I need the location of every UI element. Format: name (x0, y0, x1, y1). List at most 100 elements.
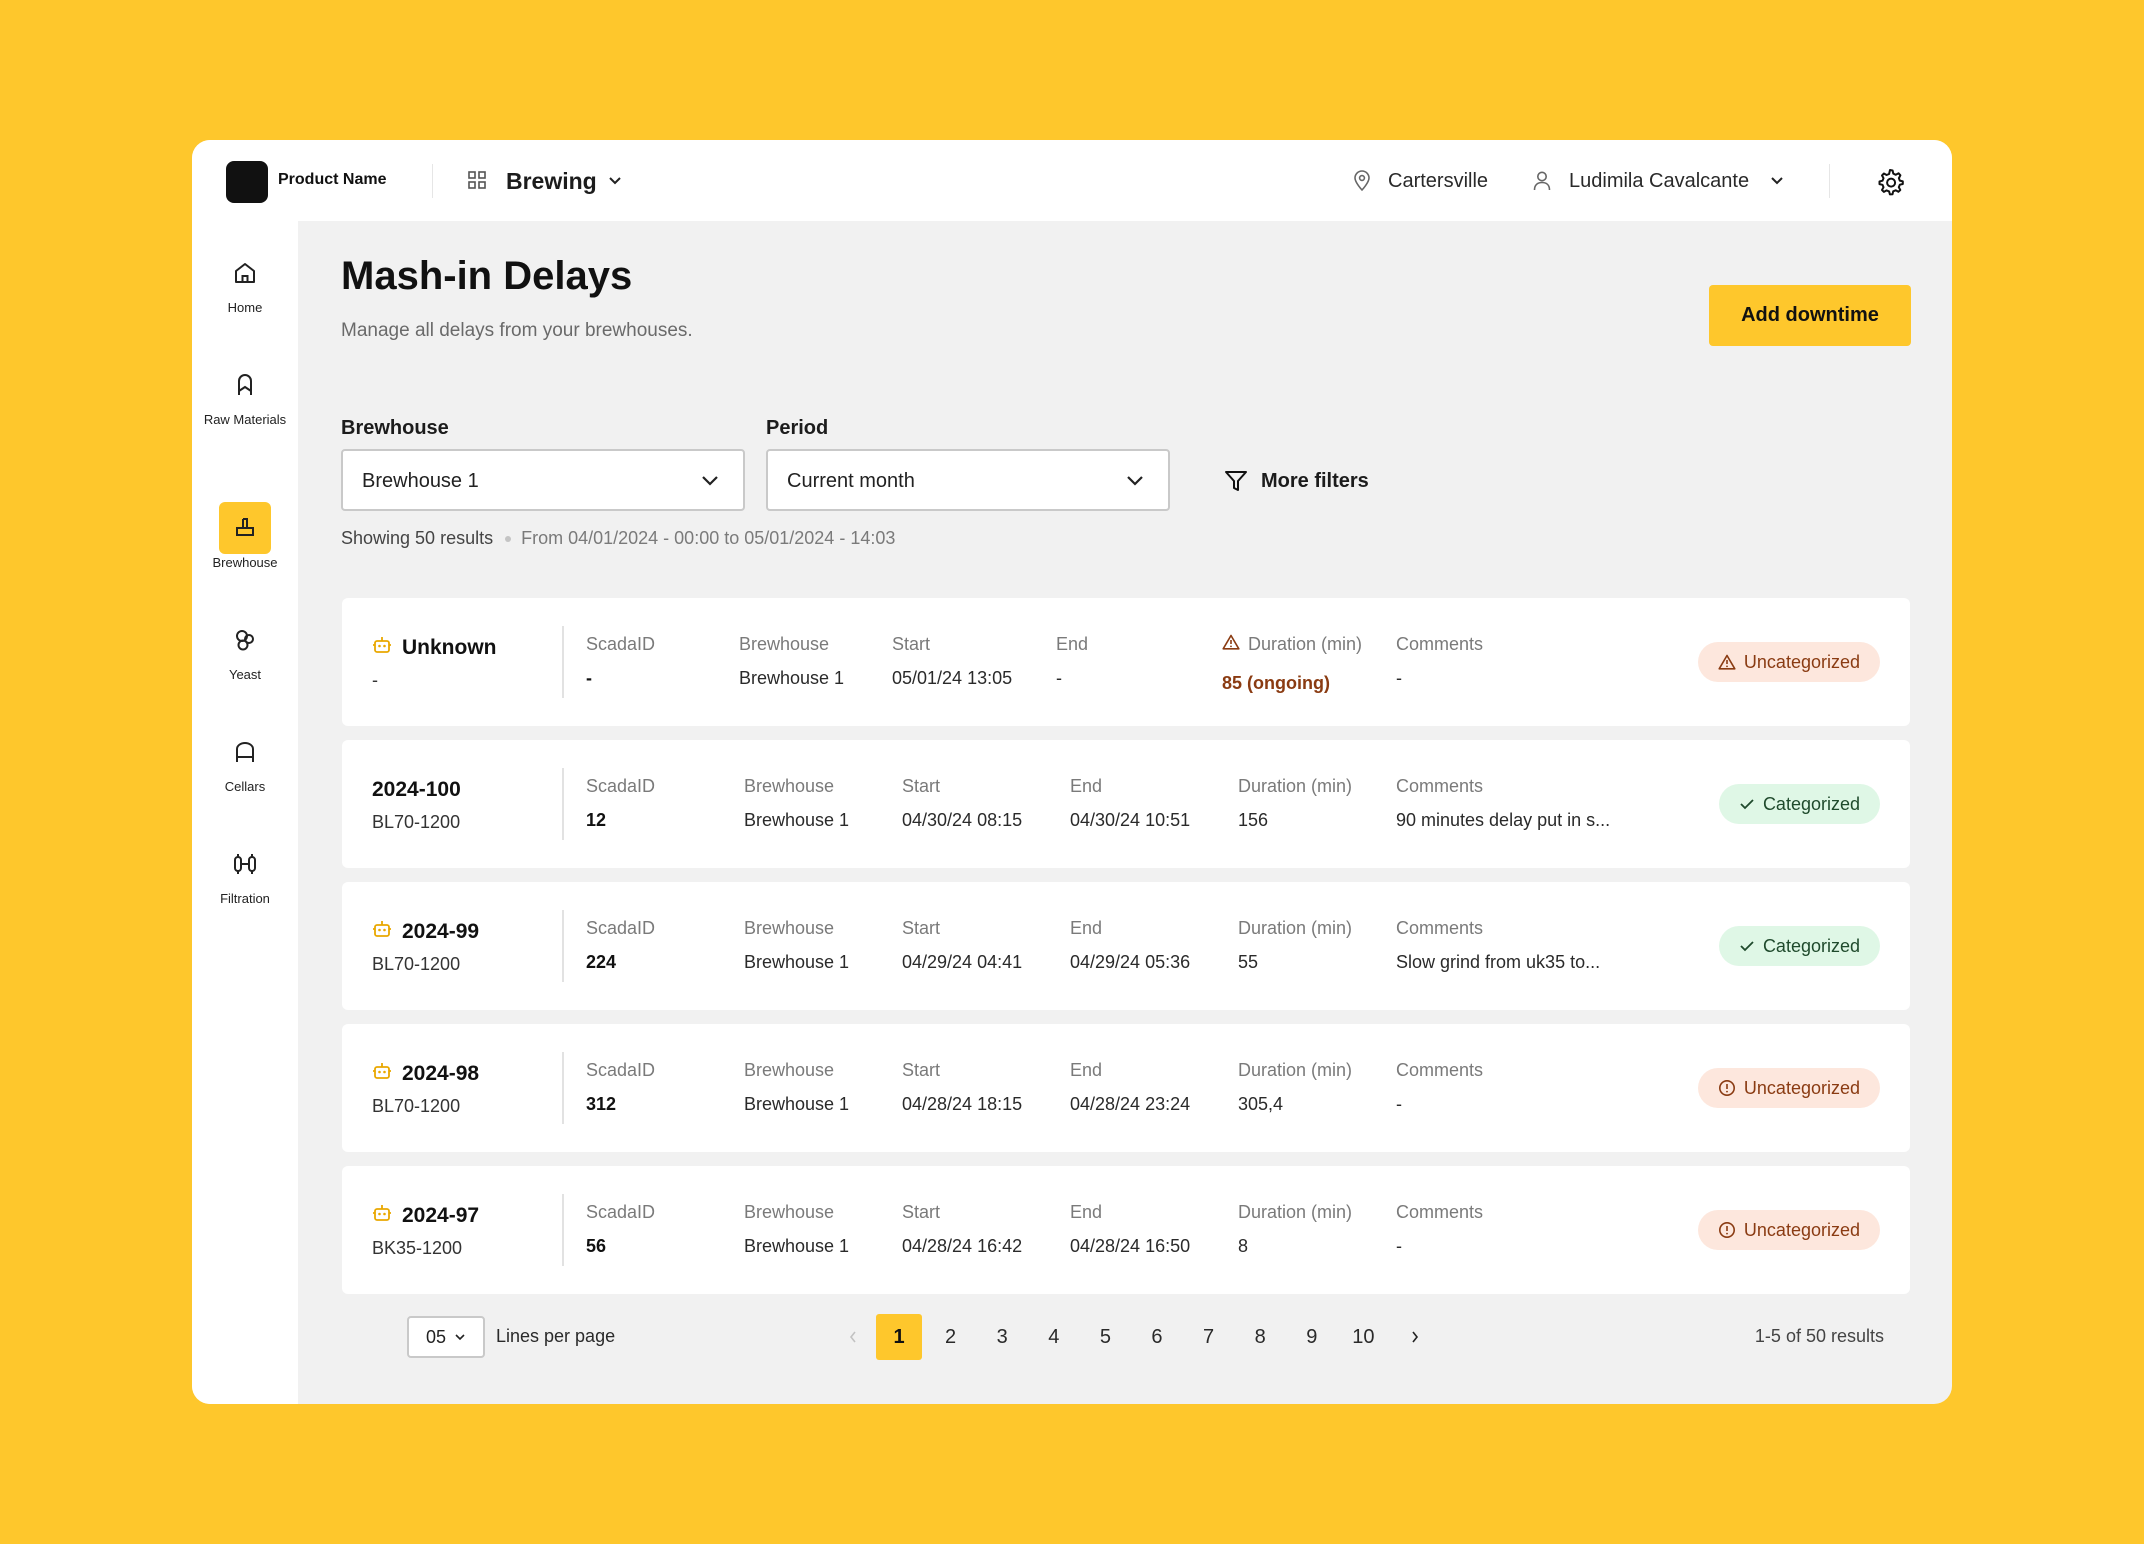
status-badge[interactable]: Uncategorized (1697, 1210, 1880, 1250)
card-title-text: 2024-99 (402, 920, 480, 943)
start-time-value: 04/30/24 08:15 (902, 810, 1023, 830)
delay-card[interactable]: 2024-97 BK35-1200 ScadaID 56 Brewhouse Brewho… (342, 1166, 1910, 1294)
period-select[interactable]: Current month (766, 449, 1170, 511)
duration-header: Duration (min) (1222, 634, 1362, 655)
start-time-header-text: Start (902, 1060, 941, 1080)
sidebar-item-home[interactable]: Home (192, 247, 298, 315)
header-divider (432, 164, 433, 198)
page-button-4[interactable]: 4 (1048, 1325, 1060, 1348)
scada-id-column: ScadaID - (586, 634, 655, 689)
status-badge[interactable]: Uncategorized (1697, 642, 1880, 682)
sidebar-item-cellars[interactable]: Cellars (192, 726, 298, 794)
duration-header: Duration (min) (1238, 1202, 1352, 1223)
robot-icon (372, 1204, 392, 1228)
pagination-count: 1-5 of 50 results (1754, 1326, 1884, 1346)
status-badge[interactable]: Categorized (1718, 784, 1880, 824)
brewhouse-header-text: Brewhouse (744, 1202, 835, 1222)
start-time-header: Start (902, 918, 1022, 939)
comments-header: Comments (1396, 634, 1483, 655)
chevron-right-icon (1412, 1331, 1418, 1343)
card-title: 2024-98 (372, 1062, 479, 1086)
end-time-column: End 04/30/24 10:51 (1070, 776, 1190, 831)
user-menu[interactable]: Ludimila Cavalcante (1569, 170, 1750, 192)
end-time-header: End (1056, 634, 1088, 655)
page-button-7[interactable]: 7 (1203, 1325, 1215, 1348)
settings-gear-icon[interactable] (1875, 167, 1905, 197)
next-page-button[interactable] (1392, 1314, 1438, 1360)
scada-id-value: 224 (586, 952, 617, 972)
comments-value: 90 minutes delay put in s... (1396, 810, 1611, 830)
scada-id-column: ScadaID 224 (586, 918, 655, 973)
status-badge[interactable]: Uncategorized (1697, 1068, 1880, 1108)
more-filters-button[interactable]: More filters (1223, 468, 1369, 494)
duration-column: Duration (min) 156 (1238, 776, 1352, 831)
end-time-value: - (1056, 668, 1062, 688)
sidebar-item-brewhouse[interactable]: Brewhouse (192, 502, 298, 570)
scada-id-value: 312 (586, 1094, 617, 1114)
card-title: 2024-97 (372, 1204, 479, 1228)
brewhouse-select[interactable]: Brewhouse 1 (341, 449, 745, 511)
page-button-2[interactable]: 2 (945, 1325, 957, 1348)
page-button-3[interactable]: 3 (996, 1325, 1008, 1348)
yeast-icon (236, 630, 254, 651)
comments-column: Comments 90 minutes delay put in s... (1396, 776, 1610, 831)
page-button-9[interactable]: 9 (1306, 1325, 1318, 1348)
status-badge-label: Categorized (1762, 793, 1860, 814)
card-subtitle: BK35-1200 (372, 1238, 463, 1258)
nav-icon-container (219, 359, 271, 411)
more-filters-label: More filters (1261, 469, 1369, 492)
delay-card[interactable]: Unknown - ScadaID - Brewhouse Brewhouse 1 Star… (342, 598, 1910, 726)
period-filter-label: Period (766, 417, 829, 439)
warning-icon (1718, 654, 1736, 670)
chevron-down-icon[interactable] (608, 174, 622, 188)
page-button-10[interactable]: 10 (1352, 1325, 1375, 1348)
add-downtime-button[interactable]: Add downtime (1709, 285, 1911, 346)
status-badge-label: Uncategorized (1743, 651, 1860, 672)
end-time-column: End 04/28/24 23:24 (1070, 1060, 1190, 1115)
location-name[interactable]: Cartersville (1388, 170, 1489, 192)
brewhouse-header-text: Brewhouse (744, 776, 835, 796)
start-time-header-text: Start (902, 918, 941, 938)
module-selector[interactable]: Brewing (506, 168, 597, 194)
comments-value: - (1396, 1094, 1402, 1114)
sidebar-item-filtration[interactable]: Filtration (192, 838, 298, 906)
page-button-6[interactable]: 6 (1151, 1325, 1163, 1348)
sidebar-item-raw-materials[interactable]: Raw Materials (192, 359, 298, 427)
duration-header-text: Duration (min) (1238, 1060, 1353, 1080)
page-button-5[interactable]: 5 (1099, 1325, 1111, 1348)
chevron-down-icon[interactable] (1770, 174, 1784, 188)
chevron-down-icon (455, 1334, 465, 1341)
duration-column: Duration (min) 85 (ongoing) (1222, 634, 1362, 694)
product-logo[interactable] (226, 161, 268, 203)
scada-id-header-text: ScadaID (586, 1202, 656, 1222)
prev-page-button[interactable] (830, 1314, 876, 1360)
start-time-column: Start 04/28/24 16:42 (902, 1202, 1022, 1257)
card-subtitle: BL70-1200 (372, 812, 461, 832)
duration-header-text: Duration (min) (1248, 634, 1363, 654)
brewhouse-header: Brewhouse (744, 1060, 849, 1081)
nav-icon-container (219, 247, 271, 299)
app-window: Product Name Brewing Cartersville Ludimi… (192, 140, 1952, 1404)
lines-per-page-select[interactable]: 05 (407, 1316, 485, 1358)
start-time-value: 04/29/24 04:41 (902, 952, 1023, 972)
brewhouse-value: Brewhouse 1 (744, 952, 850, 972)
end-time-value: 04/28/24 23:24 (1070, 1094, 1191, 1114)
grid-icon[interactable] (468, 171, 486, 189)
delay-card[interactable]: 2024-98 BL70-1200 ScadaID 312 Brewhouse Brewh… (342, 1024, 1910, 1152)
delay-card[interactable]: 2024-100 BL70-1200 ScadaID 12 Brewhouse Brewh… (342, 740, 1910, 868)
page-button-1[interactable]: 1 (876, 1314, 922, 1360)
sidebar-item-label: Brewhouse (212, 555, 278, 570)
end-time-column: End - (1056, 634, 1088, 689)
duration-header: Duration (min) (1238, 776, 1352, 797)
sidebar-item-yeast[interactable]: Yeast (192, 614, 298, 682)
delay-card[interactable]: 2024-99 BL70-1200 ScadaID 224 Brewhouse Brewh… (342, 882, 1910, 1010)
card-divider (562, 626, 564, 698)
card-divider (562, 768, 564, 840)
status-badge-label: Uncategorized (1743, 1077, 1860, 1098)
brewhouse-header: Brewhouse (744, 1202, 849, 1223)
start-time-column: Start 04/30/24 08:15 (902, 776, 1022, 831)
scada-id-value: 56 (586, 1236, 607, 1256)
page-button-8[interactable]: 8 (1254, 1325, 1266, 1348)
brewhouse-icon (236, 518, 254, 536)
status-badge[interactable]: Categorized (1718, 926, 1880, 966)
